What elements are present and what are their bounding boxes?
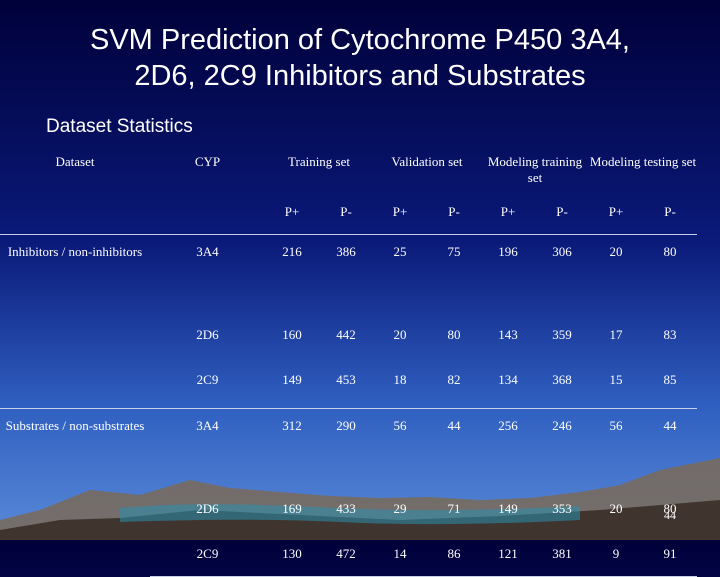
value-cell: 216 bbox=[265, 234, 319, 318]
value-cell: 20 bbox=[393, 327, 407, 342]
cyp-cell: 2C9 bbox=[150, 537, 265, 577]
value-cell: 246 bbox=[535, 408, 589, 492]
cyp-cell: 2D6 bbox=[196, 327, 219, 342]
landscape-background bbox=[0, 458, 720, 540]
value-cell: 56 bbox=[373, 408, 427, 492]
value-cell: 359 bbox=[552, 327, 572, 342]
value-cell: 160 bbox=[282, 327, 302, 342]
cyp-cell: 2D6 bbox=[196, 501, 219, 516]
cyp-cell: 3A4 bbox=[150, 234, 265, 318]
header-training-set: Training set bbox=[288, 154, 350, 169]
value-cell: 75 bbox=[427, 234, 481, 318]
table-row: Inhibitors / non-inhibitors 3A4 216 386 … bbox=[0, 234, 697, 409]
value-cell: 80 bbox=[663, 501, 677, 516]
table-row: 2D6 160 442 20 80 143 359 17 83 bbox=[0, 318, 697, 363]
value-cell: 453 bbox=[336, 372, 356, 387]
subheader-cell: P- bbox=[556, 204, 568, 219]
value-cell: 312 bbox=[265, 408, 319, 492]
group-label-substrates: Substrates / non-substrates bbox=[0, 408, 150, 577]
page-number: 44 bbox=[664, 508, 676, 522]
value-cell: 85 bbox=[663, 372, 677, 387]
dataset-statistics-table: Dataset CYP Training set Validation set … bbox=[0, 148, 697, 577]
value-cell: 80 bbox=[447, 327, 461, 342]
value-cell: 15 bbox=[609, 372, 623, 387]
value-cell: 290 bbox=[319, 408, 373, 492]
cyp-cell: 3A4 bbox=[150, 408, 265, 492]
table-row: 2C9 149 453 18 82 134 368 15 85 bbox=[0, 363, 697, 409]
table-row: 2D6 169 433 29 71 149 353 20 80 bbox=[0, 492, 697, 537]
value-cell: 472 bbox=[319, 537, 373, 577]
header-dataset: Dataset bbox=[55, 154, 95, 169]
value-cell: 149 bbox=[498, 501, 518, 516]
value-cell: 306 bbox=[535, 234, 589, 318]
value-cell: 44 bbox=[643, 408, 697, 492]
subheader-cell: P- bbox=[340, 204, 352, 219]
value-cell: 83 bbox=[663, 327, 677, 342]
header-cyp: CYP bbox=[194, 154, 221, 169]
value-cell: 82 bbox=[447, 372, 461, 387]
header-modeling-training-set: Modeling training set bbox=[487, 154, 583, 185]
title-line-2: 2D6, 2C9 Inhibitors and Substrates bbox=[134, 60, 586, 92]
value-cell: 17 bbox=[609, 327, 623, 342]
value-cell: 20 bbox=[609, 501, 623, 516]
subheader-cell: P+ bbox=[284, 204, 300, 219]
cyp-cell: 2C9 bbox=[196, 372, 219, 387]
value-cell: 353 bbox=[552, 501, 572, 516]
value-cell: 149 bbox=[282, 372, 302, 387]
value-cell: 20 bbox=[589, 234, 643, 318]
group-label-inhibitors: Inhibitors / non-inhibitors bbox=[0, 234, 150, 409]
value-cell: 14 bbox=[373, 537, 427, 577]
value-cell: 169 bbox=[282, 501, 302, 516]
value-cell: 386 bbox=[319, 234, 373, 318]
value-cell: 134 bbox=[498, 372, 518, 387]
subheader-row: P+ P- P+ P- P+ P- P+ P- bbox=[0, 198, 697, 235]
value-cell: 9 bbox=[589, 537, 643, 577]
header-row: Dataset CYP Training set Validation set … bbox=[0, 148, 697, 198]
subheader-cell: P- bbox=[664, 204, 676, 219]
value-cell: 130 bbox=[265, 537, 319, 577]
subheader-cell: P+ bbox=[500, 204, 516, 219]
value-cell: 196 bbox=[481, 234, 535, 318]
subheader-cell: P+ bbox=[608, 204, 624, 219]
value-cell: 91 bbox=[643, 537, 697, 577]
slide-title: SVM Prediction of Cytochrome P450 3A4, 2… bbox=[0, 22, 720, 94]
table-row: Substrates / non-substrates 3A4 312 290 … bbox=[0, 408, 697, 577]
title-line-1: SVM Prediction of Cytochrome P450 3A4, bbox=[90, 24, 630, 56]
value-cell: 71 bbox=[447, 501, 461, 516]
value-cell: 80 bbox=[643, 234, 697, 318]
value-cell: 143 bbox=[498, 327, 518, 342]
value-cell: 442 bbox=[336, 327, 356, 342]
value-cell: 44 bbox=[427, 408, 481, 492]
header-validation-set: Validation set bbox=[391, 154, 463, 169]
subheader-cell: P- bbox=[448, 204, 460, 219]
value-cell: 121 bbox=[481, 537, 535, 577]
value-cell: 86 bbox=[427, 537, 481, 577]
value-cell: 368 bbox=[552, 372, 572, 387]
value-cell: 433 bbox=[336, 501, 356, 516]
subheader-cell: P+ bbox=[392, 204, 408, 219]
value-cell: 18 bbox=[393, 372, 407, 387]
value-cell: 381 bbox=[535, 537, 589, 577]
value-cell: 29 bbox=[393, 501, 407, 516]
value-cell: 25 bbox=[373, 234, 427, 318]
slide-subtitle: Dataset Statistics bbox=[46, 116, 193, 137]
header-modeling-testing-set: Modeling testing set bbox=[589, 154, 697, 169]
dataset-statistics-table-wrapper: Dataset CYP Training set Validation set … bbox=[0, 148, 700, 577]
value-cell: 256 bbox=[481, 408, 535, 492]
value-cell: 56 bbox=[589, 408, 643, 492]
